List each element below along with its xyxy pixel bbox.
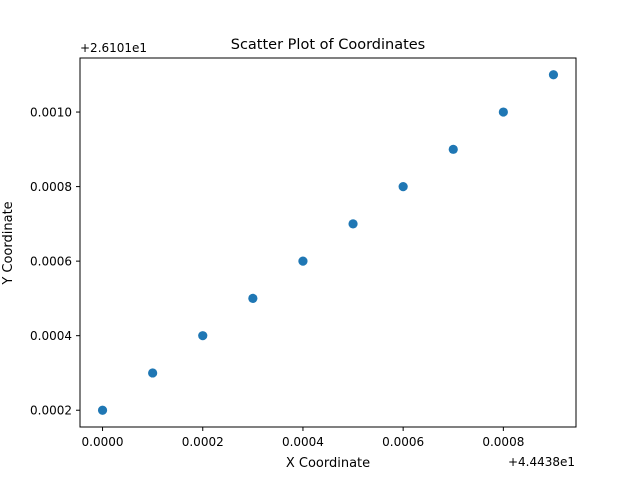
- x-tick-label: 0.0006: [382, 435, 424, 449]
- axis-ticks: 0.0000 0.0002 0.0004 0.0006 0.0008 0.0002 0.00…: [30, 106, 524, 449]
- y-tick-label: 0.0004: [30, 329, 72, 343]
- scatter-point-10: [548, 70, 559, 80]
- y-tick-label: 0.0002: [30, 404, 72, 418]
- scatter-point-2: [148, 368, 158, 378]
- scatter-point-9: [498, 107, 508, 117]
- plot-frame: [79, 57, 577, 428]
- scatter-point-8: [448, 144, 458, 154]
- y-tick-label: 0.0006: [30, 255, 72, 269]
- data-points: [97, 70, 559, 415]
- x-offset-label: +4.4438e1: [508, 455, 575, 469]
- scatter-point-6: [348, 219, 358, 229]
- x-tick-label: 0.0004: [282, 435, 324, 449]
- x-tick-label: 0.0008: [482, 435, 524, 449]
- y-tick-label: 0.0010: [30, 106, 72, 120]
- y-axis-label: Y Coordinate: [1, 201, 16, 285]
- y-tick-label: 0.0008: [30, 180, 72, 194]
- x-tick-label: 0.0000: [82, 435, 124, 449]
- scatter-point-7: [398, 181, 408, 192]
- scatter-point-1: [97, 405, 108, 415]
- y-offset-label: +2.6101e1: [80, 41, 147, 55]
- scatter-point-3: [198, 331, 208, 341]
- x-tick-label: 0.0002: [182, 435, 224, 449]
- scatter-point-5: [298, 256, 308, 266]
- chart-title: Scatter Plot of Coordinates: [231, 37, 426, 53]
- x-axis-label: X Coordinate: [286, 456, 370, 471]
- scatter-point-4: [248, 293, 258, 304]
